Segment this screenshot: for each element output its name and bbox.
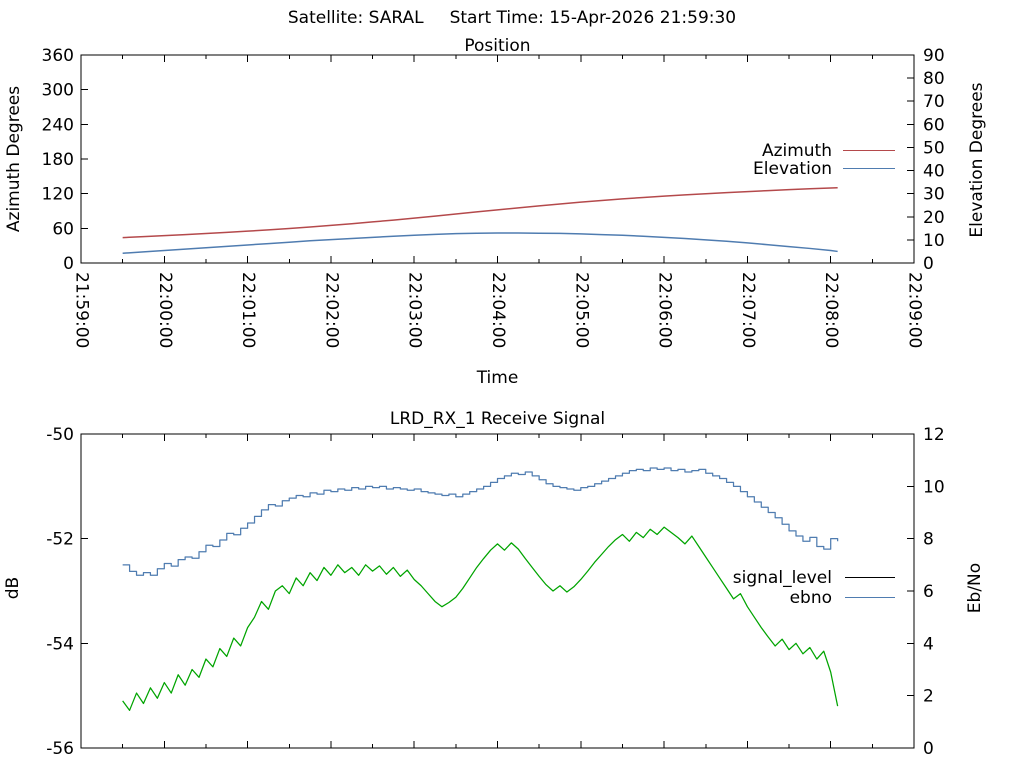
series-azimuth — [122, 186, 838, 239]
x-tick-label: 22:03:00 — [405, 272, 425, 348]
y2-tick-label: 50 — [923, 138, 945, 158]
x-axis-label-time: Time — [476, 368, 519, 388]
y-tick-label: 180 — [42, 150, 74, 170]
y-tick-label: 360 — [42, 46, 74, 66]
y2-tick-label: 0 — [923, 254, 934, 274]
figure-header: Satellite: SARAL Start Time: 15-Apr-2026… — [0, 8, 1024, 28]
x-tick-label: 22:01:00 — [238, 272, 258, 348]
start-time-label: Start Time: 15-Apr-2026 21:59:30 — [449, 8, 737, 28]
x-tick-label: 22:04:00 — [488, 272, 508, 348]
y2-tick-label: 4 — [923, 634, 934, 654]
y-tick-label: 60 — [52, 219, 74, 239]
y-tick-label: 120 — [42, 185, 74, 205]
legend-label-azimuth: Azimuth — [761, 141, 832, 161]
y-tick-label: 300 — [42, 81, 74, 101]
y2-tick-label: 10 — [923, 477, 945, 497]
x-tick-label: 22:02:00 — [321, 272, 341, 348]
y2-tick-label: 70 — [923, 92, 945, 112]
series-signal-level — [122, 526, 839, 711]
y2-tick-label: 0 — [923, 739, 934, 759]
y2-tick-label: 12 — [923, 425, 945, 445]
x-tick-label: 22:07:00 — [738, 272, 758, 348]
y2-tick-label: 8 — [923, 530, 934, 550]
y-tick-label: -50 — [46, 425, 74, 445]
legend-label-signal-level: signal_level — [732, 568, 832, 588]
x-tick-label: 22:06:00 — [655, 272, 675, 348]
y2-tick-label: 80 — [923, 69, 945, 89]
legend-label-elevation: Elevation — [753, 159, 832, 179]
y2-tick-label: 40 — [923, 162, 945, 182]
y2-tick-label: 90 — [923, 46, 945, 66]
y2-axis-label-ebno: Eb/No — [965, 562, 985, 614]
y-axis-label-azimuth-degrees: Azimuth Degrees — [4, 85, 24, 233]
y-tick-label: 240 — [42, 115, 74, 135]
y-tick-label: -56 — [46, 739, 74, 759]
receive-signal-chart-title: LRD_RX_1 Receive Signal — [389, 409, 606, 429]
y-tick-label: 0 — [63, 254, 74, 274]
legend-swatch-signal-level — [845, 577, 895, 578]
series-elevation — [122, 232, 838, 255]
y2-tick-label: 10 — [923, 231, 945, 251]
x-tick-label: 22:08:00 — [821, 272, 841, 348]
series-ebno — [122, 467, 839, 576]
y2-tick-label: 2 — [923, 687, 934, 707]
legend-swatch-ebno — [845, 597, 895, 598]
legend-swatch-azimuth — [843, 150, 895, 151]
x-tick-label: 22:05:00 — [571, 272, 591, 348]
legend-swatch-elevation — [843, 168, 895, 169]
position-chart: 21:59:00 22:00:00 22:01:00 22:02:00 22:03:00… — [42, 46, 945, 348]
x-tick-label: 22:09:00 — [905, 272, 925, 348]
y2-axis-label-elevation-degrees: Elevation Degrees — [967, 82, 987, 238]
x-tick-label: 21:59:00 — [72, 272, 92, 348]
receive-signal-chart: -50 -52 -54 -56 0 2 4 6 8 10 12 — [46, 425, 944, 759]
y2-tick-label: 6 — [923, 582, 934, 602]
y-tick-label: -54 — [46, 634, 74, 654]
satellite-name-label: Satellite: SARAL — [287, 8, 424, 28]
y2-tick-label: 20 — [923, 208, 945, 228]
legend-label-ebno: ebno — [789, 588, 832, 608]
y-axis-label-db: dB — [3, 576, 23, 600]
y2-tick-label: 30 — [923, 185, 945, 205]
y2-tick-label: 60 — [923, 115, 945, 135]
position-chart-title: Position — [464, 36, 531, 56]
x-tick-label: 22:00:00 — [155, 272, 175, 348]
y-tick-label: -52 — [46, 530, 74, 550]
